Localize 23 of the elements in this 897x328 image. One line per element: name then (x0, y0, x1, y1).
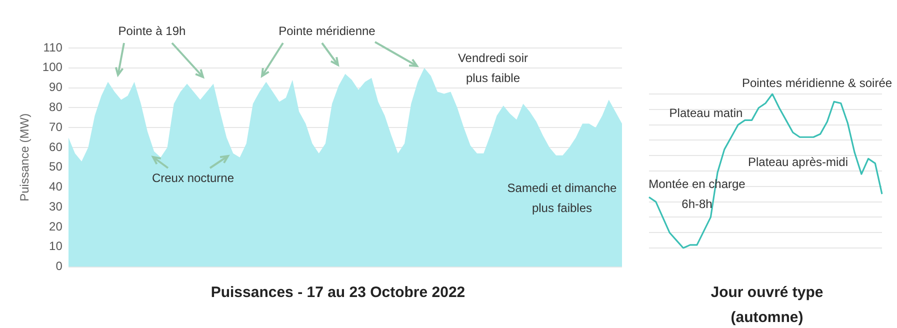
y-tick-label: 0 (56, 259, 63, 274)
text: Puissances - 17 au 23 Octobre 2022 (210, 283, 466, 303)
annotation: Plateau matin (668, 105, 744, 122)
y-axis-title: Puissance (MW) (18, 113, 32, 202)
annotation: Samedi et dimanche plus faibles (506, 180, 618, 217)
annotation: Vendredi soir plus faible (456, 50, 530, 87)
y-tick-label: 40 (49, 180, 63, 194)
y-tick-label: 110 (43, 40, 63, 54)
y-tick-label: 70 (49, 120, 63, 134)
y-tick-label: 90 (49, 80, 63, 94)
y-tick-label: 10 (49, 239, 63, 254)
y-tick-label: 80 (49, 100, 63, 114)
y-tick-label: 100 (42, 60, 63, 74)
text: Jour ouvré type (automne) (710, 283, 824, 328)
y-tick-label: 60 (49, 140, 63, 154)
annotation: Creux nocturne (150, 170, 236, 187)
y-tick-label: 30 (49, 199, 63, 214)
text: Pointes méridienne & soirée (740, 75, 894, 92)
annotation: Plateau après-midi (746, 154, 850, 171)
y-tick-label: 20 (49, 219, 63, 234)
y-tick-label: 50 (49, 160, 63, 174)
text: Pointe méridienne (278, 23, 376, 40)
text: Pointe à 19h (117, 23, 187, 40)
